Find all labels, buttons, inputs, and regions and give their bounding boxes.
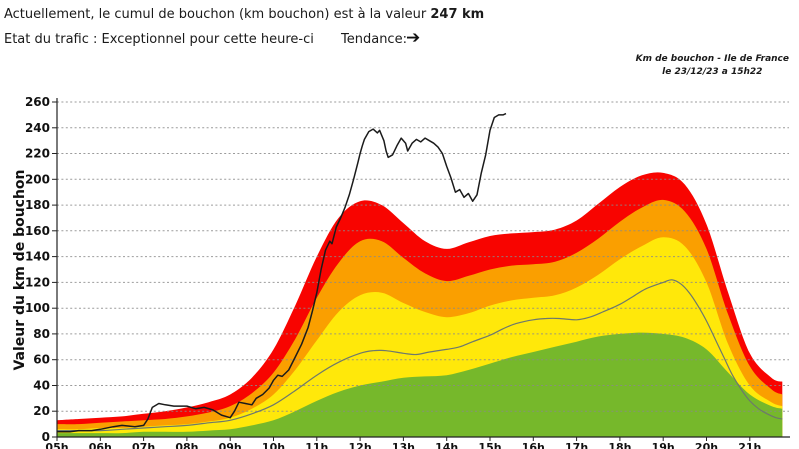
y-tick-label-200: 200: [25, 172, 50, 186]
chart-title: Km de bouchon - Ile de France le 23/12/2…: [636, 53, 789, 79]
trend-right-arrow-icon: ➔: [406, 28, 421, 48]
y-tick-label-0: 0: [42, 430, 50, 444]
today-curve-black: [57, 112, 507, 433]
x-tick-label-17h: 17h: [565, 441, 588, 449]
x-tick-label-12h: 12h: [349, 441, 372, 449]
x-tick-label-16h: 16h: [522, 441, 545, 449]
x-tick-label-09h: 09h: [219, 441, 242, 449]
y-tick-label-140: 140: [25, 250, 50, 264]
x-tick-label-14h: 14h: [435, 441, 458, 449]
chart-title-line2: le 23/12/23 a 15h22: [662, 67, 763, 77]
y-tick-label-80: 80: [33, 327, 50, 341]
x-tick-label-18h: 18h: [608, 441, 631, 449]
trend-label: Tendance:: [341, 32, 407, 47]
chart-title-line1: Km de bouchon - Ile de France: [635, 54, 789, 64]
x-tick-label-10h: 10h: [262, 441, 285, 449]
traffic-state-text: Etat du trafic : Exceptionnel pour cette…: [4, 32, 314, 47]
y-tick-label-120: 120: [25, 275, 50, 289]
y-tick-label-20: 20: [33, 404, 50, 418]
y-axis-title: Valeur du km de bouchon: [12, 169, 28, 370]
green-band: [57, 332, 783, 437]
current-total-line: Actuellement, le cumul de bouchon (km bo…: [4, 7, 484, 22]
y-tick-label-40: 40: [33, 379, 50, 393]
x-tick-label-20h: 20h: [695, 441, 718, 449]
y-tick-label-220: 220: [25, 147, 50, 161]
reference-curve-gray: [56, 279, 783, 432]
x-tick-label-19h: 19h: [652, 441, 675, 449]
x-tick-label-06h: 06h: [89, 441, 112, 449]
x-tick-label-11h: 11h: [305, 441, 328, 449]
x-tick-label-21h: 21h: [738, 441, 761, 449]
x-tick-label-08h: 08h: [175, 441, 198, 449]
x-tick-label-15h: 15h: [478, 441, 501, 449]
x-tick-label-07h: 07h: [132, 441, 155, 449]
x-tick-label-05h: 05h: [45, 441, 68, 449]
current-total-text: Actuellement, le cumul de bouchon (km bo…: [4, 7, 427, 22]
current-total-value: 247 km: [430, 7, 485, 22]
y-tick-label-60: 60: [33, 353, 50, 367]
y-tick-label-180: 180: [25, 198, 50, 212]
y-tick-label-260: 260: [25, 95, 50, 109]
y-tick-label-100: 100: [25, 301, 50, 315]
y-tick-label-240: 240: [25, 121, 50, 135]
y-tick-label-160: 160: [25, 224, 50, 238]
x-tick-label-13h: 13h: [392, 441, 415, 449]
